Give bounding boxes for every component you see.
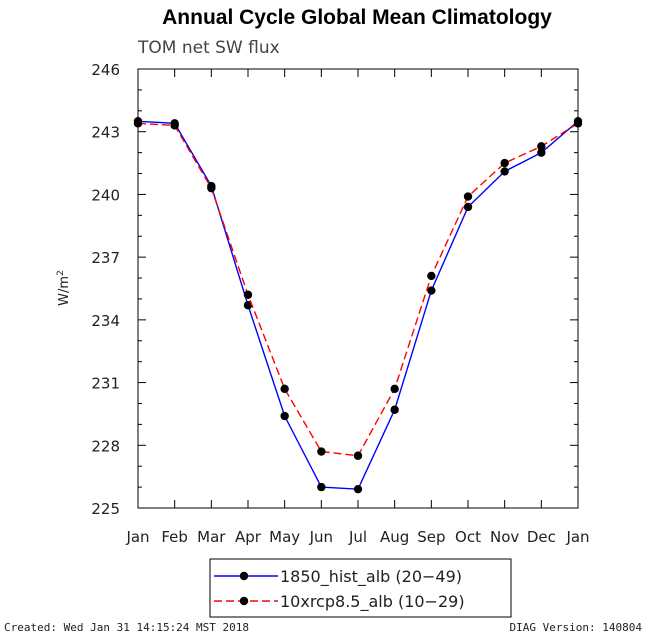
x-tick-label: Jan (125, 528, 149, 546)
tick-labels: Jan Feb Mar Apr May Jun Jul Aug Sep Oct Nov Dec Jan 2… (91, 61, 589, 546)
legend-label: 1850_hist_alb (20−49) (280, 567, 462, 587)
y-tick-label: 228 (91, 437, 120, 455)
x-tick-label: Sep (417, 528, 445, 546)
data-point (573, 119, 583, 128)
legend-item: 1850_hist_alb (20−49) (214, 567, 462, 587)
svg-text:W/m2: W/m2 (56, 270, 72, 306)
x-tick-label: Oct (455, 528, 481, 546)
created-timestamp: Created: Wed Jan 31 14:15:24 MST 2018 (4, 621, 249, 634)
y-axis-label-sup: 2 (56, 270, 66, 276)
x-tick-label: Mar (197, 528, 226, 546)
legend-marker (239, 571, 249, 581)
chart-subtitle: TOM net SW flux (137, 38, 280, 58)
data-point (280, 384, 289, 394)
x-tick-label: Jul (348, 528, 367, 546)
series-1 (133, 117, 583, 494)
data-point (317, 447, 326, 456)
y-tick-label: 234 (91, 312, 120, 330)
x-tick-label: Jan (565, 528, 589, 546)
y-axis-label-base: W/m (57, 276, 72, 306)
data-point (537, 142, 546, 151)
legend-label: 10xrcp8.5_alb (10−29) (280, 592, 465, 612)
data-point (317, 482, 326, 492)
series-layer (133, 117, 583, 494)
x-tick-label: May (269, 528, 300, 546)
series-2 (133, 119, 583, 460)
y-tick-label: 243 (91, 124, 120, 142)
data-point (463, 192, 473, 201)
legend-marker (239, 596, 249, 606)
y-tick-label: 231 (91, 375, 120, 393)
series-line (137, 120, 579, 490)
x-tick-label: Nov (490, 528, 519, 546)
data-point (427, 286, 436, 295)
legend-box (209, 558, 512, 618)
chart-title: Annual Cycle Global Mean Climatology (162, 6, 552, 29)
x-tick-label: Apr (235, 528, 262, 546)
data-point (500, 167, 509, 176)
plot-frame (137, 68, 579, 509)
data-point (243, 290, 253, 299)
data-point (500, 158, 509, 168)
data-point (133, 119, 143, 128)
x-tick-label: Aug (380, 528, 409, 546)
data-point (353, 484, 363, 494)
y-tick-label: 240 (91, 186, 120, 204)
y-tick-label: 237 (91, 249, 120, 267)
x-tick-label: Jun (309, 528, 333, 546)
legend-item: 10xrcp8.5_alb (10−29) (214, 592, 465, 612)
y-axis-label: W/m2 (56, 270, 72, 306)
legend: 1850_hist_alb (20−49) 10xrcp8.5_alb (10−2… (214, 567, 465, 612)
axis-ticks (137, 68, 579, 509)
data-point (537, 148, 546, 157)
data-point (243, 301, 253, 310)
data-point (170, 121, 179, 130)
x-tick-label: Feb (161, 528, 188, 546)
data-point (463, 202, 473, 212)
data-point (207, 183, 216, 193)
y-tick-label: 246 (91, 61, 120, 79)
data-point (390, 384, 399, 394)
data-point (427, 271, 436, 281)
data-point (280, 411, 289, 421)
diag-version: DIAG Version: 140804 (510, 621, 643, 634)
x-tick-label: Dec (527, 528, 556, 546)
data-point (353, 451, 363, 460)
y-tick-label: 225 (91, 500, 120, 518)
data-point (390, 405, 399, 414)
